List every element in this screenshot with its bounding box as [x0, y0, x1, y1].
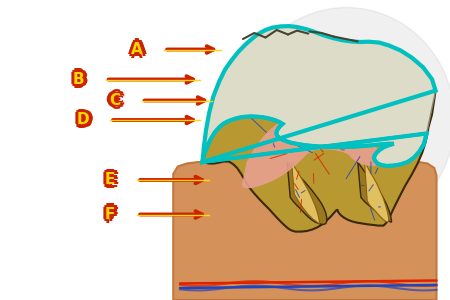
Text: D: D [77, 112, 90, 128]
Text: D: D [80, 115, 92, 130]
Text: C: C [109, 89, 120, 104]
Text: E: E [101, 172, 112, 188]
Text: B: B [73, 72, 85, 87]
Text: D: D [77, 116, 90, 131]
Text: E: E [108, 175, 118, 190]
Text: C: C [107, 95, 117, 110]
Text: E: E [105, 169, 116, 184]
Text: F: F [105, 207, 116, 222]
Text: A: A [135, 42, 147, 57]
Text: B: B [73, 68, 85, 83]
Text: C: C [107, 91, 117, 106]
Text: B: B [76, 72, 88, 87]
Text: F: F [108, 209, 118, 224]
Text: C: C [109, 93, 120, 108]
Text: E: E [105, 172, 116, 188]
Text: A: A [129, 40, 140, 55]
Text: F: F [102, 205, 113, 220]
Text: F: F [105, 211, 116, 226]
Text: D: D [81, 112, 93, 128]
Polygon shape [202, 26, 436, 232]
Text: D: D [80, 110, 92, 125]
Text: B: B [76, 74, 87, 89]
Text: D: D [73, 112, 86, 128]
Text: B: B [76, 70, 87, 85]
Text: F: F [102, 209, 113, 224]
Text: B: B [70, 74, 82, 89]
Text: C: C [112, 95, 123, 110]
Text: C: C [106, 93, 117, 108]
Text: E: E [102, 175, 113, 190]
Polygon shape [287, 162, 327, 224]
Ellipse shape [238, 8, 450, 232]
Polygon shape [364, 162, 389, 222]
Text: C: C [112, 91, 123, 106]
Text: E: E [102, 170, 113, 185]
Text: F: F [108, 207, 119, 222]
Text: E: E [105, 176, 116, 191]
Text: A: A [134, 44, 146, 59]
Text: B: B [73, 76, 85, 91]
Text: E: E [108, 170, 118, 185]
Text: D: D [74, 115, 87, 130]
Text: A: A [131, 42, 143, 57]
Text: A: A [131, 38, 143, 53]
Text: A: A [129, 44, 140, 59]
Text: A: A [131, 46, 143, 61]
Polygon shape [202, 26, 436, 166]
Text: E: E [108, 172, 119, 188]
Text: A: A [134, 40, 146, 55]
Polygon shape [358, 162, 392, 222]
Text: A: A [128, 42, 140, 57]
Text: D: D [77, 109, 90, 124]
Text: C: C [109, 97, 120, 112]
Text: F: F [108, 205, 118, 220]
Text: F: F [101, 207, 112, 222]
Text: B: B [69, 72, 81, 87]
Polygon shape [173, 162, 436, 300]
Text: C: C [113, 93, 124, 108]
Text: D: D [74, 110, 87, 125]
Text: B: B [70, 70, 82, 85]
Text: F: F [105, 203, 116, 218]
Polygon shape [292, 162, 320, 224]
Polygon shape [242, 100, 382, 188]
